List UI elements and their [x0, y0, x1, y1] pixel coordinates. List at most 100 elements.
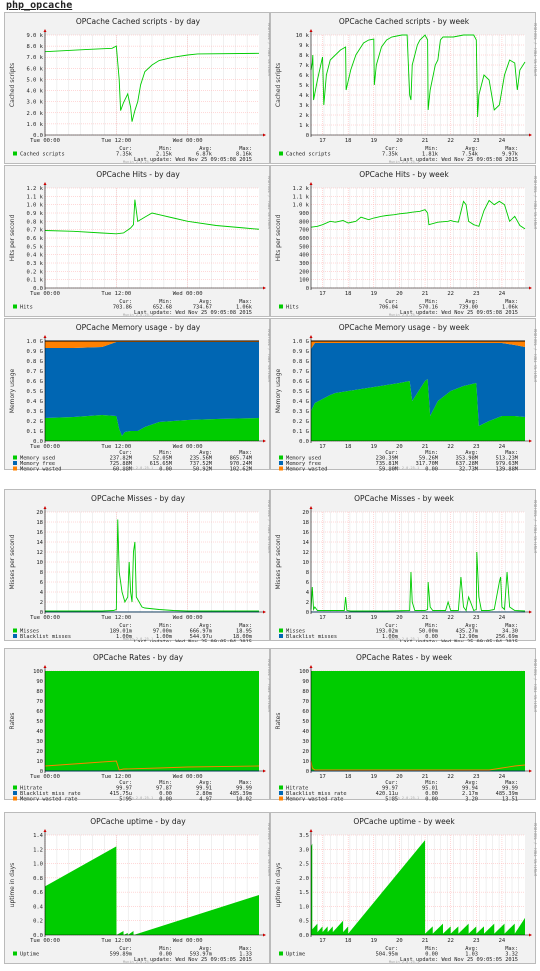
munin-footer: Munin 2.0.25-1	[123, 160, 153, 164]
legend-cur: 7.35k	[116, 152, 133, 158]
legend-min: 570.16	[419, 305, 438, 311]
legend-min: 0.00	[159, 791, 172, 797]
x-tick-label: 19	[370, 138, 377, 144]
x-tick-label: Wed 00:00	[173, 138, 203, 144]
y-axis-label: Cached scripts	[9, 63, 16, 107]
y-tick-label: 1.1 k	[292, 194, 309, 200]
graph-panel[interactable]: OPCache Memory usage - by week RRDTOOL / …	[270, 318, 537, 471]
y-tick-label: 9 k	[299, 43, 310, 49]
y-tick-label: 16	[36, 530, 43, 536]
y-tick-label: 10	[302, 759, 309, 765]
y-tick-label: 40	[36, 729, 43, 735]
rrdtool-credit: RRDTOOL / TOBI OETIKER	[267, 329, 271, 383]
legend-avg: 235.56M	[190, 456, 212, 462]
graph-panel[interactable]: OPCache uptime - by day RRDTOOL / TOBI OE…	[4, 812, 271, 964]
x-tick-label: 20	[396, 938, 403, 944]
series-line	[45, 519, 259, 612]
legend-label: Memory free	[20, 461, 55, 467]
graph-svg: OPCache Memory usage - by week RRDTOOL / …	[275, 323, 537, 471]
y-tick-label: 18	[36, 520, 43, 526]
legend-header: Cur:	[385, 450, 398, 456]
legend-max: 485.39m	[230, 791, 252, 797]
graph-panel[interactable]: OPCache Cached scripts - by week RRDTOOL …	[270, 12, 537, 164]
rrdtool-credit: RRDTOOL / TOBI OETIKER	[267, 659, 271, 713]
x-axis-arrow	[263, 933, 266, 937]
y-tick-label: 0.8 k	[26, 219, 43, 225]
graph-panel[interactable]: OPCache Rates - by week RRDTOOL / TOBI OE…	[270, 648, 537, 802]
y-axis-label: Memory usage	[275, 368, 282, 413]
legend-avg: 666.97m	[190, 629, 212, 635]
graph-panel[interactable]: OPCache Misses - by day RRDTOOL / TOBI OE…	[4, 489, 271, 642]
series-area	[45, 846, 259, 935]
y-tick-label: 6.0 k	[26, 66, 43, 72]
y-tick-label: 500	[299, 244, 309, 250]
legend-max: 102.62M	[230, 467, 252, 472]
legend-min: 50.00m	[419, 629, 438, 635]
y-tick-label: 0.1 G	[292, 429, 309, 435]
legend-max: 8.16k	[236, 152, 253, 158]
legend-label: Hitrate	[20, 786, 42, 792]
y-tick-label: 3 k	[299, 103, 310, 109]
y-tick-label: 40	[302, 729, 309, 735]
last-update: Last update: Wed Nov 25 09:05:08 2015	[400, 157, 518, 163]
graph-panel[interactable]: OPCache Misses - by week RRDTOOL / TOBI O…	[270, 489, 537, 642]
x-tick-label: 18	[345, 774, 352, 780]
legend-min: 97.87	[156, 786, 172, 792]
legend-min: 652.68	[153, 305, 172, 311]
y-axis-arrow	[309, 829, 313, 832]
x-axis-arrow	[529, 610, 532, 614]
rrdtool-credit: RRDTOOL / TOBI OETIKER	[533, 823, 537, 877]
graph-svg: OPCache uptime - by day RRDTOOL / TOBI OE…	[9, 817, 271, 964]
y-tick-label: 0.2 k	[26, 269, 43, 275]
legend-header: Max:	[239, 146, 252, 152]
legend-cur: 60.88M	[113, 467, 132, 472]
legend-avg: 739.00	[459, 305, 478, 311]
x-tick-label: 18	[345, 444, 352, 450]
legend-max: 99.99	[236, 786, 252, 792]
legend-cur: 504.95m	[376, 952, 398, 958]
legend-header: Cur:	[385, 623, 398, 629]
legend-max: 979.63M	[496, 461, 518, 467]
legend-max: 13.51	[502, 797, 518, 802]
x-tick-label: Tue 12:00	[101, 444, 131, 450]
legend-swatch	[279, 634, 283, 638]
legend-max: 1.06k	[502, 305, 519, 311]
graph-panel[interactable]: OPCache Hits - by day RRDTOOL / TOBI OETI…	[4, 165, 271, 317]
x-tick-label: 20	[396, 291, 403, 297]
graph-panel[interactable]: OPCache uptime - by week RRDTOOL / TOBI O…	[270, 812, 537, 964]
y-tick-label: 0.3 G	[26, 409, 43, 415]
x-tick-label: 23	[473, 138, 480, 144]
x-tick-label: 20	[396, 444, 403, 450]
y-tick-label: 0.4 G	[26, 399, 43, 405]
x-tick-label: 23	[473, 615, 480, 621]
y-tick-label: 0.0	[33, 439, 43, 445]
legend-max: 970.24M	[230, 461, 252, 467]
legend-swatch	[279, 951, 283, 956]
last-update: Last update: Wed Nov 25 09:05:08 2015	[134, 157, 252, 163]
legend-min: 2.15k	[156, 152, 173, 158]
legend-swatch	[279, 151, 283, 156]
munin-footer: Munin 2.0.25-1	[123, 637, 153, 641]
legend-cur: 735.81M	[376, 461, 398, 467]
graph-panel[interactable]: OPCache Hits - by week RRDTOOL / TOBI OET…	[270, 165, 537, 317]
legend-label: Memory wasted rate	[286, 797, 343, 802]
legend-avg: 2.17m	[462, 791, 478, 797]
graph-panel[interactable]: OPCache Cached scripts - by day RRDTOOL /…	[4, 12, 271, 164]
series-line	[310, 760, 526, 771]
graph-panel[interactable]: OPCache Memory usage - by day RRDTOOL / T…	[4, 318, 271, 472]
legend-header: Cur:	[119, 946, 132, 952]
legend-swatch	[13, 796, 17, 801]
y-tick-label: 8.0 k	[26, 44, 43, 50]
y-tick-label: 800	[299, 219, 309, 225]
legend-header: Min:	[425, 146, 438, 152]
legend-min: 0.00	[159, 952, 172, 958]
y-tick-label: 50	[302, 719, 309, 725]
x-tick-label: 24	[499, 138, 506, 144]
graph-title: OPCache Rates - by day	[93, 653, 184, 662]
munin-footer: Munin 2.0.25-1	[389, 313, 419, 317]
graph-panel[interactable]: OPCache Rates - by day RRDTOOL / TOBI OET…	[4, 648, 271, 801]
x-tick-label: 20	[396, 138, 403, 144]
y-tick-label: 70	[36, 699, 43, 705]
legend-header: Avg:	[465, 780, 478, 786]
x-tick-label: 19	[370, 615, 377, 621]
